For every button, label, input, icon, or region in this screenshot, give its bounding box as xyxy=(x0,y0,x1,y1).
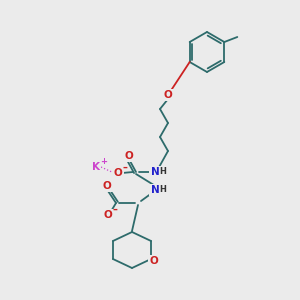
Text: K: K xyxy=(92,162,100,172)
Text: –: – xyxy=(112,205,117,215)
Text: O: O xyxy=(150,256,158,266)
Text: N: N xyxy=(151,185,159,195)
Text: –: – xyxy=(123,163,128,173)
Text: H: H xyxy=(160,185,167,194)
Text: O: O xyxy=(114,168,122,178)
Text: O: O xyxy=(103,210,112,220)
Text: O: O xyxy=(103,181,111,191)
Text: O: O xyxy=(124,151,134,161)
Text: H: H xyxy=(160,167,167,176)
Text: N: N xyxy=(151,167,159,177)
Text: O: O xyxy=(164,90,172,100)
Text: +: + xyxy=(100,158,107,166)
